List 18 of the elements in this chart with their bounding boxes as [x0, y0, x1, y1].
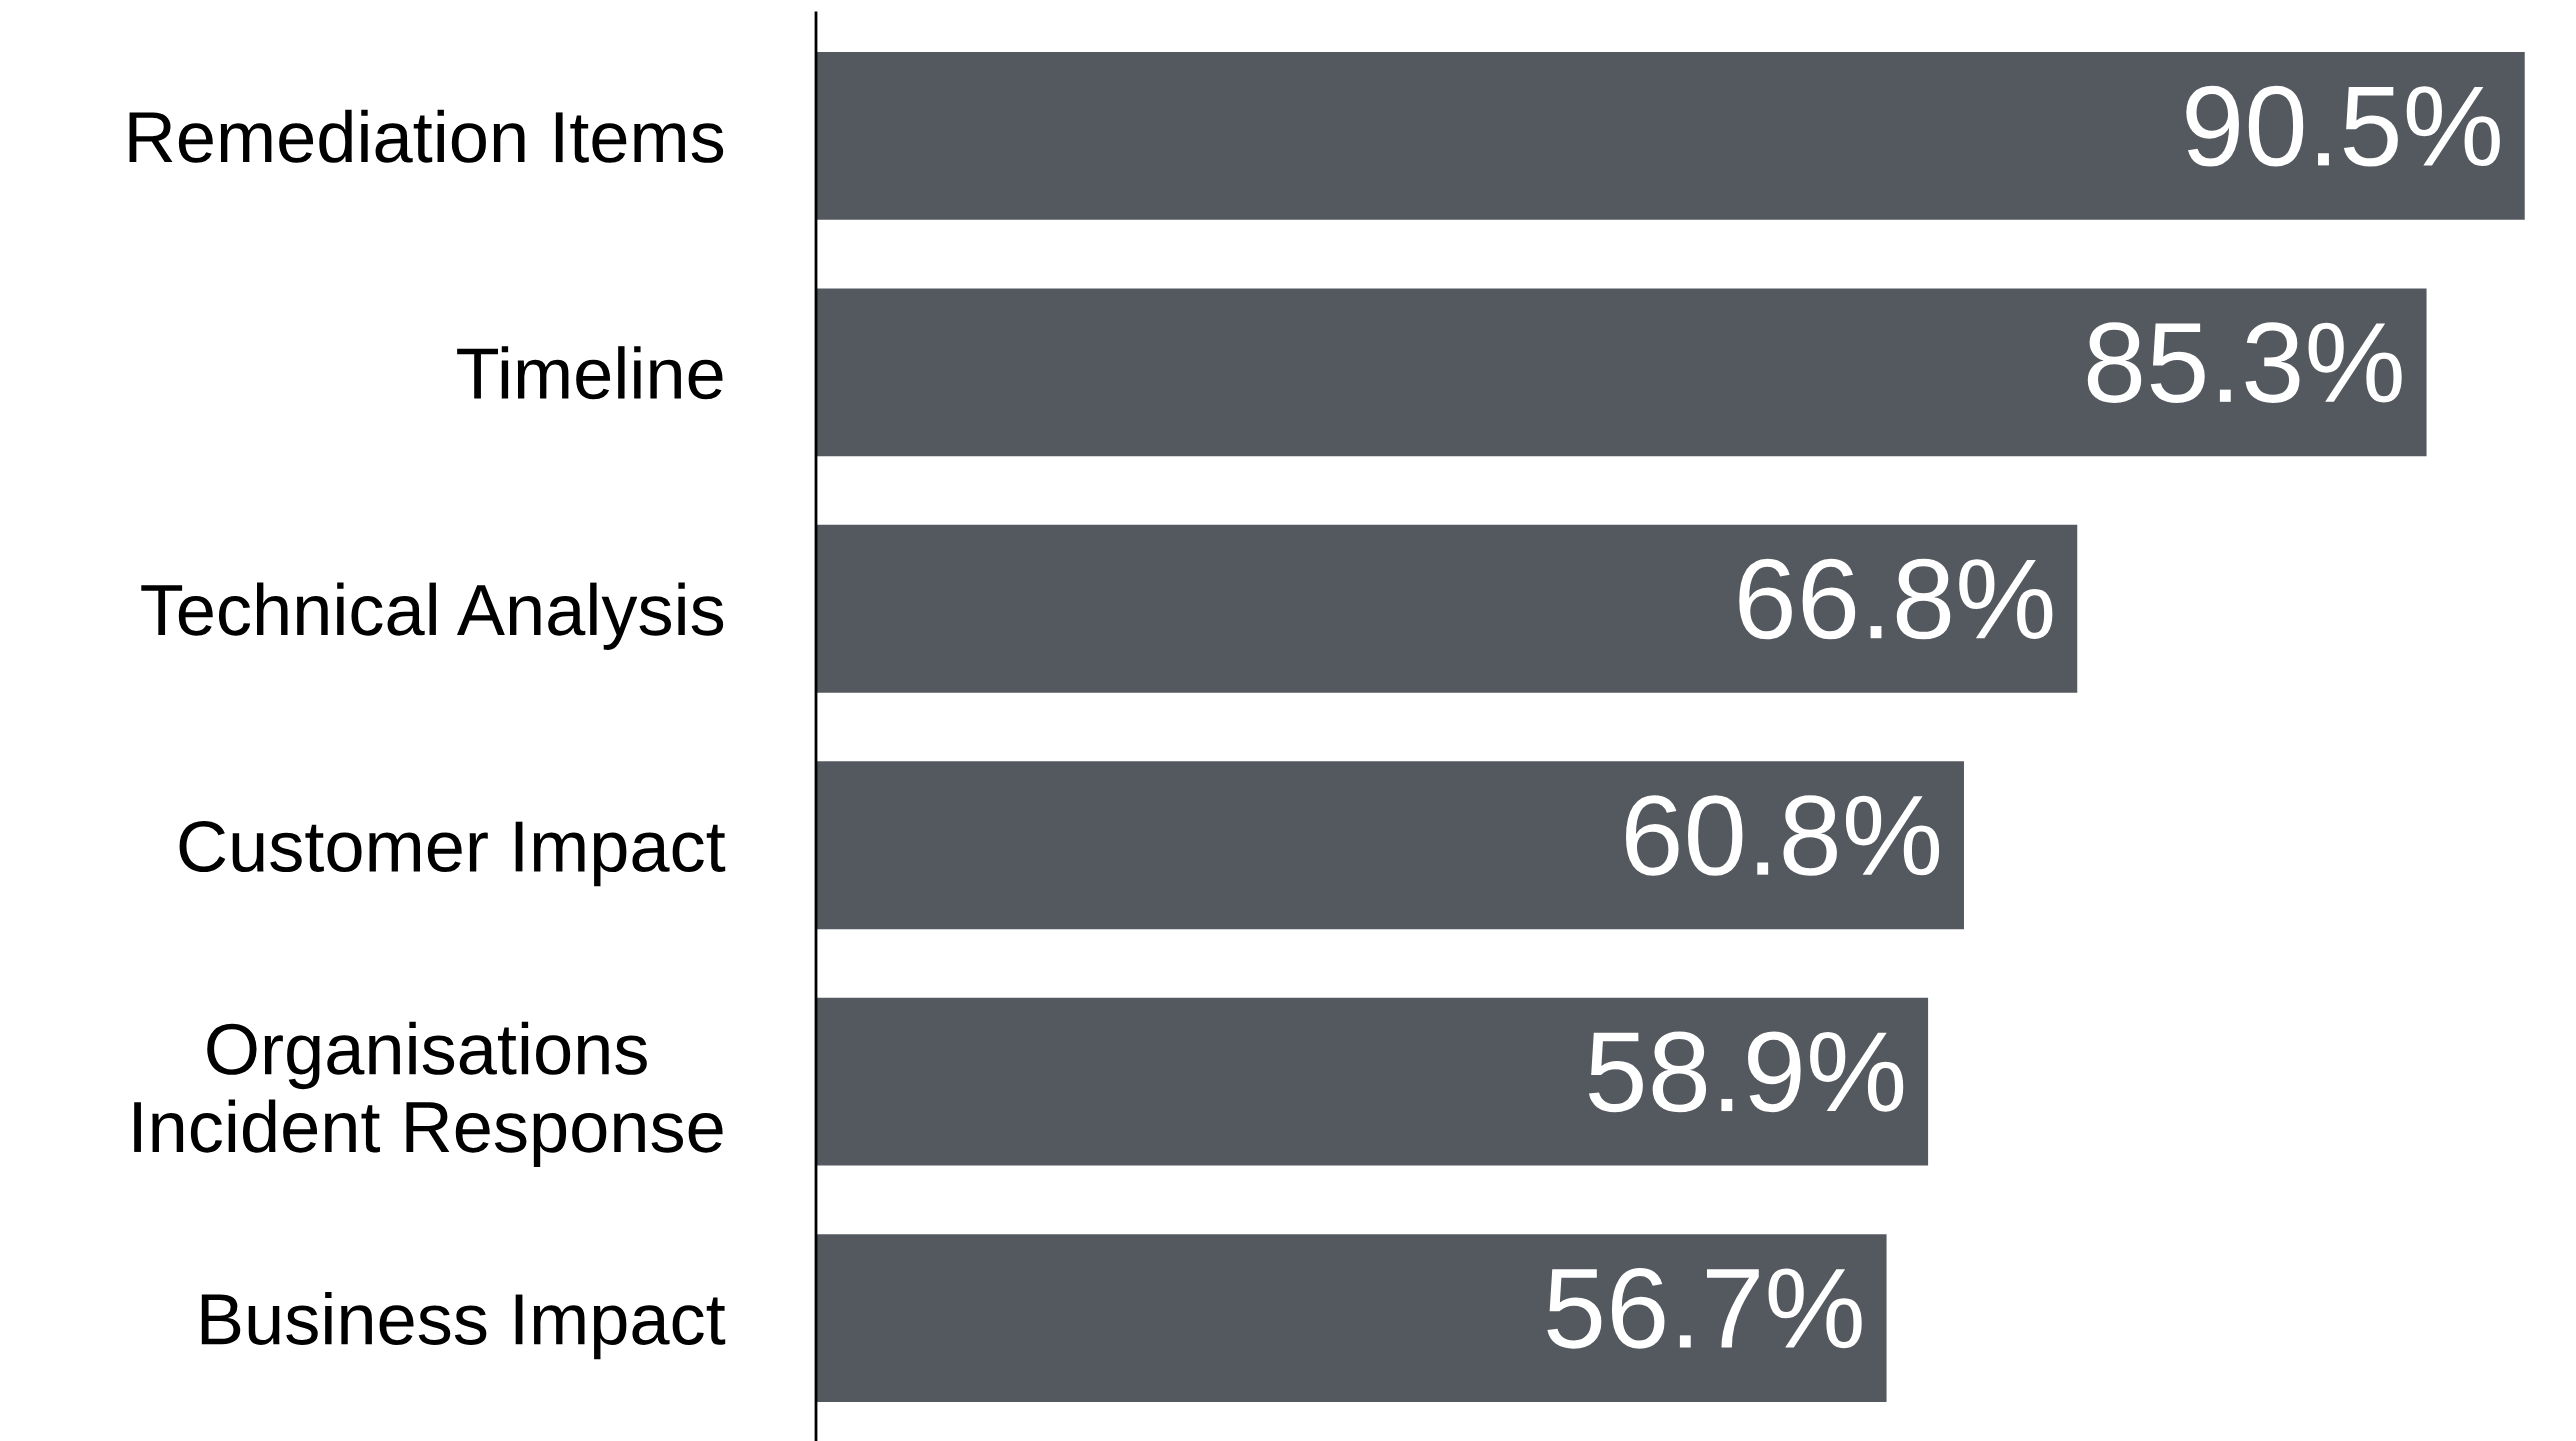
y-tick-label: Organisations Incident Response: [134, 1021, 723, 1167]
y-tick-label: Technical Analysis: [141, 582, 724, 650]
y-tick-label: Customer Impact: [179, 820, 726, 887]
y-tick-label: Timeline: [457, 346, 723, 400]
y-tick-label: Remediation Items: [129, 109, 724, 163]
bar: [816, 1234, 1887, 1402]
data-label: 66.8%: [1739, 558, 2053, 640]
data-label: 56.7%: [1547, 1267, 1862, 1349]
bar: [816, 288, 2427, 457]
bar: [816, 524, 2078, 693]
bar: [816, 761, 1964, 930]
bar: [816, 52, 2525, 220]
data-label: 60.8%: [1626, 795, 1940, 876]
bar: [816, 997, 1929, 1166]
y-tick-label: Business Impact: [201, 1291, 726, 1360]
data-label: 58.9%: [1588, 1031, 1904, 1113]
data-label: 90.5%: [2186, 85, 2500, 167]
data-label: 85.3%: [2087, 322, 2402, 403]
